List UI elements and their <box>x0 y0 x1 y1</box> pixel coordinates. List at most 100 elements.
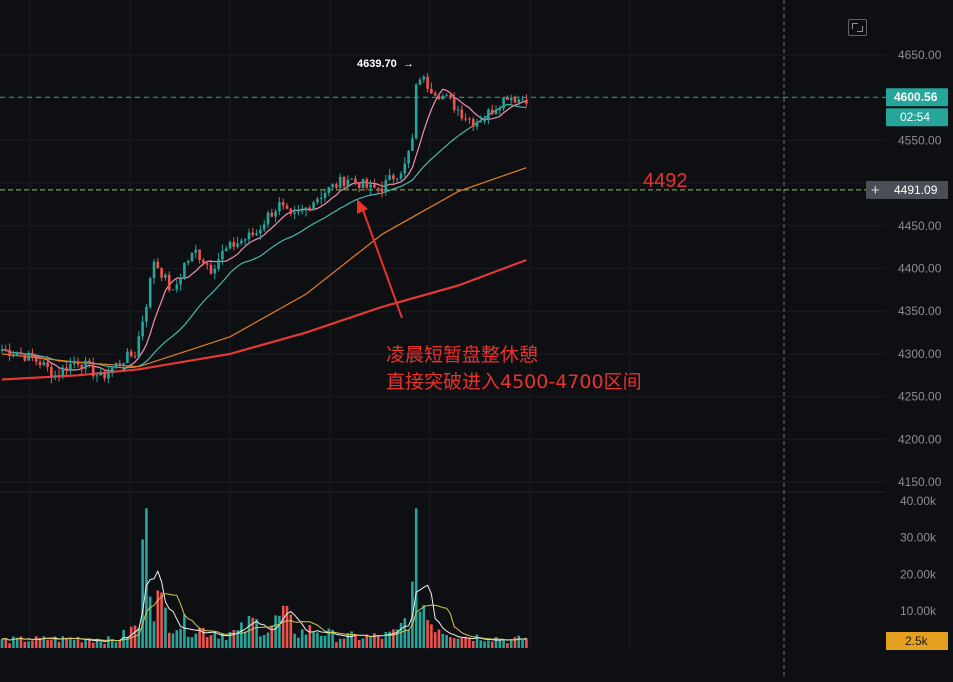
candle-body <box>513 97 517 103</box>
volume-bar <box>384 632 388 648</box>
volume-bar <box>403 618 407 648</box>
price-tick-label: 4550.00 <box>898 133 942 147</box>
candle-body <box>399 173 403 179</box>
volume-bar <box>114 642 118 648</box>
candle-body <box>365 179 369 188</box>
volume-bar <box>490 641 494 648</box>
candle-body <box>521 99 524 101</box>
volume-bar <box>487 640 490 648</box>
candle-body <box>50 366 53 378</box>
volume-bar <box>335 642 338 648</box>
volume-bar <box>304 634 308 648</box>
candle-body <box>338 177 342 188</box>
candle-body <box>278 202 281 212</box>
candle-body <box>357 182 361 189</box>
volume-bar <box>445 634 448 648</box>
support-line-label: 4492 <box>643 170 688 192</box>
volume-bar <box>57 641 61 648</box>
annotation-line-1: 凌晨短暂盘整休憩 <box>386 344 539 366</box>
candle-body <box>129 351 133 357</box>
candle-body <box>160 268 163 278</box>
annotation-arrow-head <box>357 199 368 214</box>
volume-bar <box>319 635 323 648</box>
candle-body <box>506 97 509 101</box>
volume-tick-label: 20.00k <box>900 567 937 581</box>
candle-body <box>198 249 201 261</box>
volume-bar <box>388 631 391 648</box>
candle-body <box>297 211 300 213</box>
candle-body <box>243 239 247 241</box>
candle-body <box>316 199 319 203</box>
volume-bar <box>468 638 471 648</box>
volume-bar <box>430 624 433 648</box>
volume-bar <box>183 614 186 648</box>
candle-body <box>498 108 502 111</box>
volume-bar <box>118 640 122 648</box>
volume-bar <box>433 632 437 648</box>
volume-bar <box>357 639 361 648</box>
volume-bar <box>72 639 76 648</box>
volume-bar <box>293 633 296 648</box>
candle-body <box>509 97 513 101</box>
volume-bar <box>53 636 57 648</box>
candle-body <box>228 241 232 249</box>
candle-body <box>259 229 262 234</box>
candle-body <box>323 192 327 198</box>
volume-bar <box>148 596 152 648</box>
candle-body <box>437 95 441 100</box>
candle-body <box>266 212 270 225</box>
candle-body <box>449 95 452 98</box>
candle-body <box>156 261 160 269</box>
volume-bar <box>42 636 46 648</box>
volume-bar <box>232 629 236 648</box>
candle-body <box>69 363 72 371</box>
volume-bar <box>289 614 293 648</box>
candle-body <box>304 207 308 211</box>
fullscreen-icon[interactable] <box>848 19 867 36</box>
volume-bar <box>464 636 467 648</box>
candle-body <box>53 375 57 378</box>
candle-body <box>91 362 95 377</box>
candle-body <box>430 88 433 94</box>
volume-bar <box>338 638 342 648</box>
volume-bar <box>12 636 15 648</box>
candle-body <box>464 118 467 120</box>
volume-bar <box>392 629 395 648</box>
candle-body <box>8 349 11 356</box>
candle-body <box>84 360 87 369</box>
candle-body <box>103 372 106 379</box>
candle-body <box>483 118 486 122</box>
volume-bar <box>255 618 258 648</box>
candle-body <box>376 187 380 189</box>
volume-bar <box>297 637 300 648</box>
high-price-label: 4639.70 <box>357 58 397 70</box>
volume-bar <box>217 638 220 648</box>
annotation-line-2: 直接突破进入4500-4700区间 <box>386 371 642 393</box>
candle-body <box>426 76 429 89</box>
candle-body <box>312 202 315 210</box>
volume-bar <box>194 633 198 648</box>
volume-bar <box>171 633 175 648</box>
volume-bar <box>312 632 315 648</box>
last-price-value: 4600.56 <box>894 90 938 104</box>
candle-body <box>213 268 217 274</box>
volume-bar <box>373 633 376 648</box>
candle-body <box>122 362 125 365</box>
volume-bar <box>46 639 49 648</box>
volume-bar <box>186 636 190 648</box>
volume-bar <box>247 615 251 648</box>
volume-bar <box>107 636 110 648</box>
volume-bar <box>19 636 23 648</box>
candle-body <box>175 284 179 290</box>
volume-bar <box>407 629 410 648</box>
crosshair-price-value: 4491.09 <box>894 183 938 197</box>
candle-body <box>414 84 418 139</box>
volume-bar <box>202 627 205 648</box>
candle-body <box>361 179 365 189</box>
volume-bar <box>426 620 429 648</box>
price-tick-label: 4650.00 <box>898 48 942 62</box>
candle-body <box>190 252 194 262</box>
volume-bar <box>502 639 505 648</box>
